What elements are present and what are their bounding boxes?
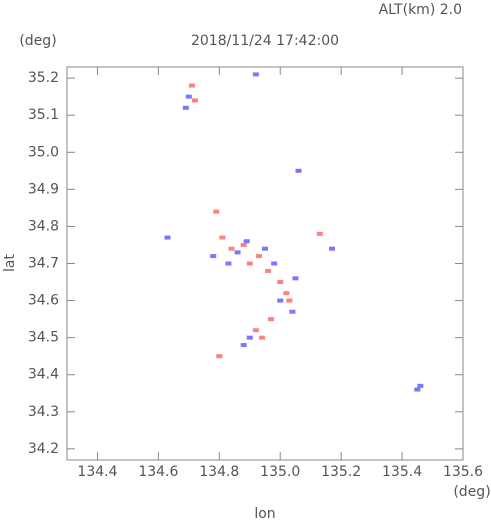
radar-echo [216, 354, 223, 359]
x-axis-label: lon [254, 506, 275, 521]
x-unit: (deg) [453, 484, 490, 500]
y-tick-label: 34.7 [28, 256, 59, 272]
radar-echo [182, 105, 189, 110]
x-tick-label: 134.8 [199, 464, 239, 480]
radar-echo [289, 309, 296, 314]
y-tick-label: 34.4 [28, 367, 59, 383]
x-tick-label: 135.0 [260, 464, 300, 480]
radar-echo [188, 83, 195, 88]
radar-echo [219, 235, 226, 240]
radar-echo [240, 242, 247, 247]
y-unit: (deg) [19, 33, 56, 49]
radar-echo [265, 268, 272, 273]
radar-echo [262, 246, 268, 251]
x-tick-label: 135.6 [443, 464, 483, 480]
y-tick-label: 34.5 [28, 330, 59, 346]
radar-echo [417, 383, 424, 388]
radar-echo [277, 298, 284, 303]
radar-echo [255, 254, 262, 259]
chart-subtitle: ALT(km) 2.0 [379, 2, 462, 18]
y-tick-label: 35.0 [28, 144, 59, 160]
radar-echo [185, 94, 192, 99]
radar-echo [191, 98, 198, 103]
y-tick-label: 35.1 [28, 107, 59, 123]
x-tick-label: 135.2 [321, 464, 361, 480]
radar-echo [277, 280, 284, 285]
radar-echo [164, 235, 171, 240]
y-tick-label: 34.8 [28, 218, 59, 234]
radar-echo [292, 276, 299, 281]
y-tick-label: 34.9 [28, 181, 59, 197]
radar-echo [225, 261, 232, 266]
radar-echo [240, 343, 247, 348]
radar-echo [414, 387, 421, 392]
y-tick-label: 34.6 [28, 293, 59, 309]
radar-echo [252, 328, 259, 333]
radar-echo [286, 298, 293, 303]
plot-frame [66, 66, 464, 461]
x-tick-label: 134.4 [77, 464, 117, 480]
chart-title: 2018/11/24 17:42:00 [191, 33, 339, 49]
radar-echo [246, 261, 253, 266]
y-tick-label: 34.2 [28, 441, 59, 457]
radar-echo [252, 72, 259, 77]
radar-echo [271, 261, 278, 266]
x-tick-label: 134.6 [138, 464, 178, 480]
radar-echo [329, 246, 336, 251]
radar-echo [295, 168, 302, 173]
radar-echo [210, 254, 217, 259]
y-tick-label: 34.3 [28, 404, 59, 420]
radar-echo [258, 335, 265, 340]
y-axis-label: lat [2, 254, 18, 272]
x-tick-label: 135.4 [382, 464, 422, 480]
y-tick-label: 35.2 [28, 70, 59, 86]
radar-echo [228, 246, 235, 251]
radar-echo [316, 231, 323, 236]
radar-echo [234, 250, 241, 255]
radar-echo [283, 291, 290, 296]
radar-echo [213, 209, 220, 214]
radar-echo [243, 239, 250, 244]
radar-echo [268, 317, 275, 322]
radar-echo [246, 335, 253, 340]
